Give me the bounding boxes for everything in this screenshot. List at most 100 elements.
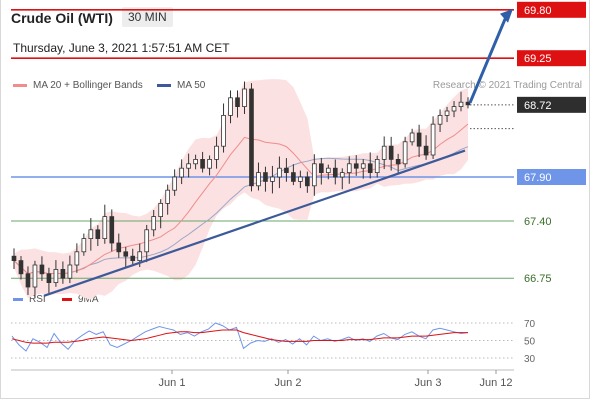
candle-body: [88, 229, 94, 240]
forecast-arrow-head: [500, 8, 513, 23]
candle-body: [179, 167, 184, 178]
candle-body: [388, 145, 394, 160]
candle-body: [193, 158, 198, 165]
rsi-swatch: [13, 298, 23, 301]
copyright-text: Research © 2021 Trading Central: [432, 80, 582, 91]
candle-body: [312, 163, 317, 187]
candle-body: [381, 145, 387, 160]
candle-body: [144, 229, 150, 253]
candle-body: [137, 251, 143, 262]
legend-ma20: MA 20 + Bollinger Bands: [13, 80, 143, 91]
candle-body: [451, 106, 457, 112]
rsi-ma-line: [11, 329, 468, 344]
datetime-label: Thursday, June 3, 2021 1:57:51 AM CET: [13, 41, 230, 55]
level-tag-pivot-2: 67.90: [524, 172, 552, 184]
level-label-support-3: 67.40: [524, 216, 552, 228]
candle-body: [395, 158, 401, 165]
candle-body: [444, 110, 450, 116]
candle-body: [18, 260, 24, 275]
candle-body: [263, 172, 268, 182]
candle-body: [60, 268, 66, 279]
candle-body: [116, 242, 122, 253]
candle-body: [67, 264, 73, 279]
legend-rsi-label: RSI: [29, 294, 46, 305]
candle-body: [11, 255, 17, 262]
candle-body: [123, 251, 129, 257]
ma9-swatch: [62, 298, 72, 301]
candle-body: [214, 145, 219, 160]
candle-body: [256, 172, 261, 187]
candle-body: [200, 158, 205, 169]
candle-body: [353, 163, 359, 169]
rsi-line: [11, 322, 469, 352]
candle-body: [416, 132, 422, 147]
legend-ma50-label: MA 50: [177, 80, 206, 91]
candle-body: [74, 251, 80, 266]
candle-body: [151, 216, 157, 231]
candle-body: [228, 97, 233, 116]
candle-body: [165, 189, 170, 204]
candle-body: [242, 88, 247, 108]
forecast-arrow-shaft: [468, 16, 508, 104]
candle-body: [465, 101, 471, 106]
candle-body: [305, 176, 310, 187]
level-tag-resistance-0: 69.80: [524, 5, 552, 17]
candle-body: [367, 163, 373, 174]
legend-9ma: 9MA: [62, 294, 99, 305]
candle-body: [207, 158, 212, 169]
candle-body: [95, 229, 101, 240]
candle-body: [346, 163, 352, 174]
legend-ma20-label: MA 20 + Bollinger Bands: [33, 80, 143, 91]
candle-body: [46, 273, 52, 283]
candle-body: [339, 172, 345, 178]
legend-rsi: RSI: [13, 294, 46, 305]
rsi-tick-label: 50: [524, 337, 536, 348]
candle-body: [325, 167, 331, 173]
candle-body: [186, 163, 191, 169]
candle-body: [158, 202, 163, 217]
candle-body: [430, 123, 436, 156]
candle-body: [109, 216, 115, 244]
level-tag-bg-0: [517, 1, 586, 18]
candle-body: [423, 145, 429, 156]
last-price-tag: 68.72: [524, 100, 552, 112]
rsi-tick-label: 30: [524, 354, 536, 365]
candle-body: [270, 176, 275, 182]
x-tick-label: Jun 3: [415, 377, 442, 389]
candle-body: [319, 163, 324, 174]
candle-body: [298, 176, 303, 182]
instrument-title: Crude Oil (WTI): [11, 10, 113, 26]
ma20-line: [13, 123, 469, 275]
candle-body: [53, 268, 59, 283]
candle-body: [360, 163, 366, 169]
candle-body: [437, 115, 443, 125]
level-label-support-4: 66.75: [524, 273, 552, 285]
candle-body: [39, 264, 45, 275]
legend-ma50: MA 50: [157, 80, 205, 91]
candle-body: [235, 97, 240, 108]
candle-body: [291, 172, 296, 182]
ma50-swatch: [157, 84, 171, 87]
candle-body: [172, 176, 177, 191]
support-trendline: [43, 149, 466, 297]
candle-body: [221, 115, 226, 147]
ma20-swatch: [13, 84, 27, 87]
candle-body: [277, 167, 282, 178]
x-tick-label: Jun 2: [275, 377, 302, 389]
candle-body: [25, 273, 31, 288]
candle-body: [130, 255, 136, 262]
candle-body: [409, 132, 415, 143]
legend-9ma-label: 9MA: [78, 294, 99, 305]
rsi-tick-label: 70: [524, 319, 536, 330]
candle-body: [32, 264, 38, 288]
timeframe-badge[interactable]: 30 MIN: [122, 7, 173, 27]
candle-body: [249, 88, 254, 187]
x-tick-label: Jun 1: [159, 377, 186, 389]
candle-body: [284, 167, 289, 173]
candle-body: [81, 238, 87, 253]
candle-body: [332, 167, 338, 178]
candle-body: [102, 216, 108, 240]
candle-body: [374, 158, 380, 173]
level-tag-bg-1: [517, 50, 586, 67]
